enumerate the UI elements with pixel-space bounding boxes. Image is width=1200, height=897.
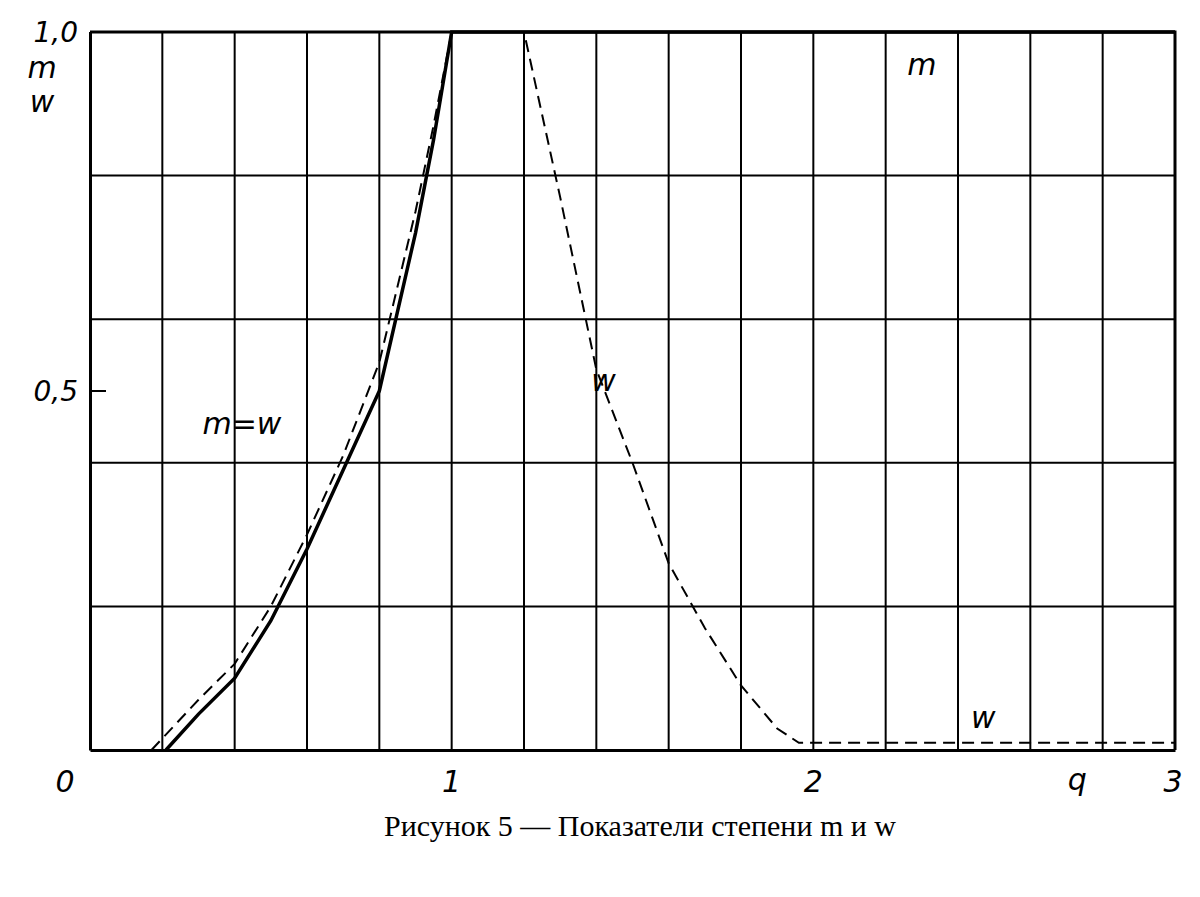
x-axis-line [91,749,1176,752]
y-grid-line [90,318,1175,320]
x-tick-label: 2 [804,764,823,799]
y-axis [90,33,92,751]
x-tick-label: 1 [442,764,461,799]
y-axis-title: m [27,50,56,85]
curve-label: m=w [202,406,281,441]
curve-label: m [907,47,936,82]
y-axis-title: w [30,84,55,119]
x-grid-line [161,32,163,750]
x-grid-line [812,32,814,750]
x-grid-line [89,32,91,750]
series-line-w [151,32,1175,750]
x-grid-line [1102,32,1104,750]
chart-title: Рисунок 5 — Показатели степени m и w [384,809,896,842]
x-axis [91,750,1176,752]
grid [90,32,1175,750]
y-grid-line [90,605,1175,607]
curve-label: w [591,363,616,398]
y-tick [90,390,106,392]
x-grid-line [306,32,308,750]
x-tick-label: 0 [55,764,74,799]
series-line-m [166,32,1175,750]
x-axis-title: q [1068,762,1087,797]
plot-area [151,32,1175,750]
x-tick-label: 3 [1163,764,1182,799]
y-tick-label: 0,5 [33,375,78,408]
x-grid-line [451,32,453,750]
x-grid-line [234,32,236,750]
x-grid-line [1029,32,1031,750]
y-grid-line [90,175,1175,177]
x-grid-line [740,32,742,750]
x-grid-line [668,32,670,750]
plot-frame [90,32,1175,750]
curve-label: w [971,700,996,735]
tick-labels: 0 1 2 3 0,5 1,0 [33,16,1182,799]
x-grid-line [885,32,887,750]
y-axis-line [89,33,92,751]
x-grid-line [957,32,959,750]
x-grid-line [523,32,525,750]
y-tick-label: 1,0 [33,16,78,49]
